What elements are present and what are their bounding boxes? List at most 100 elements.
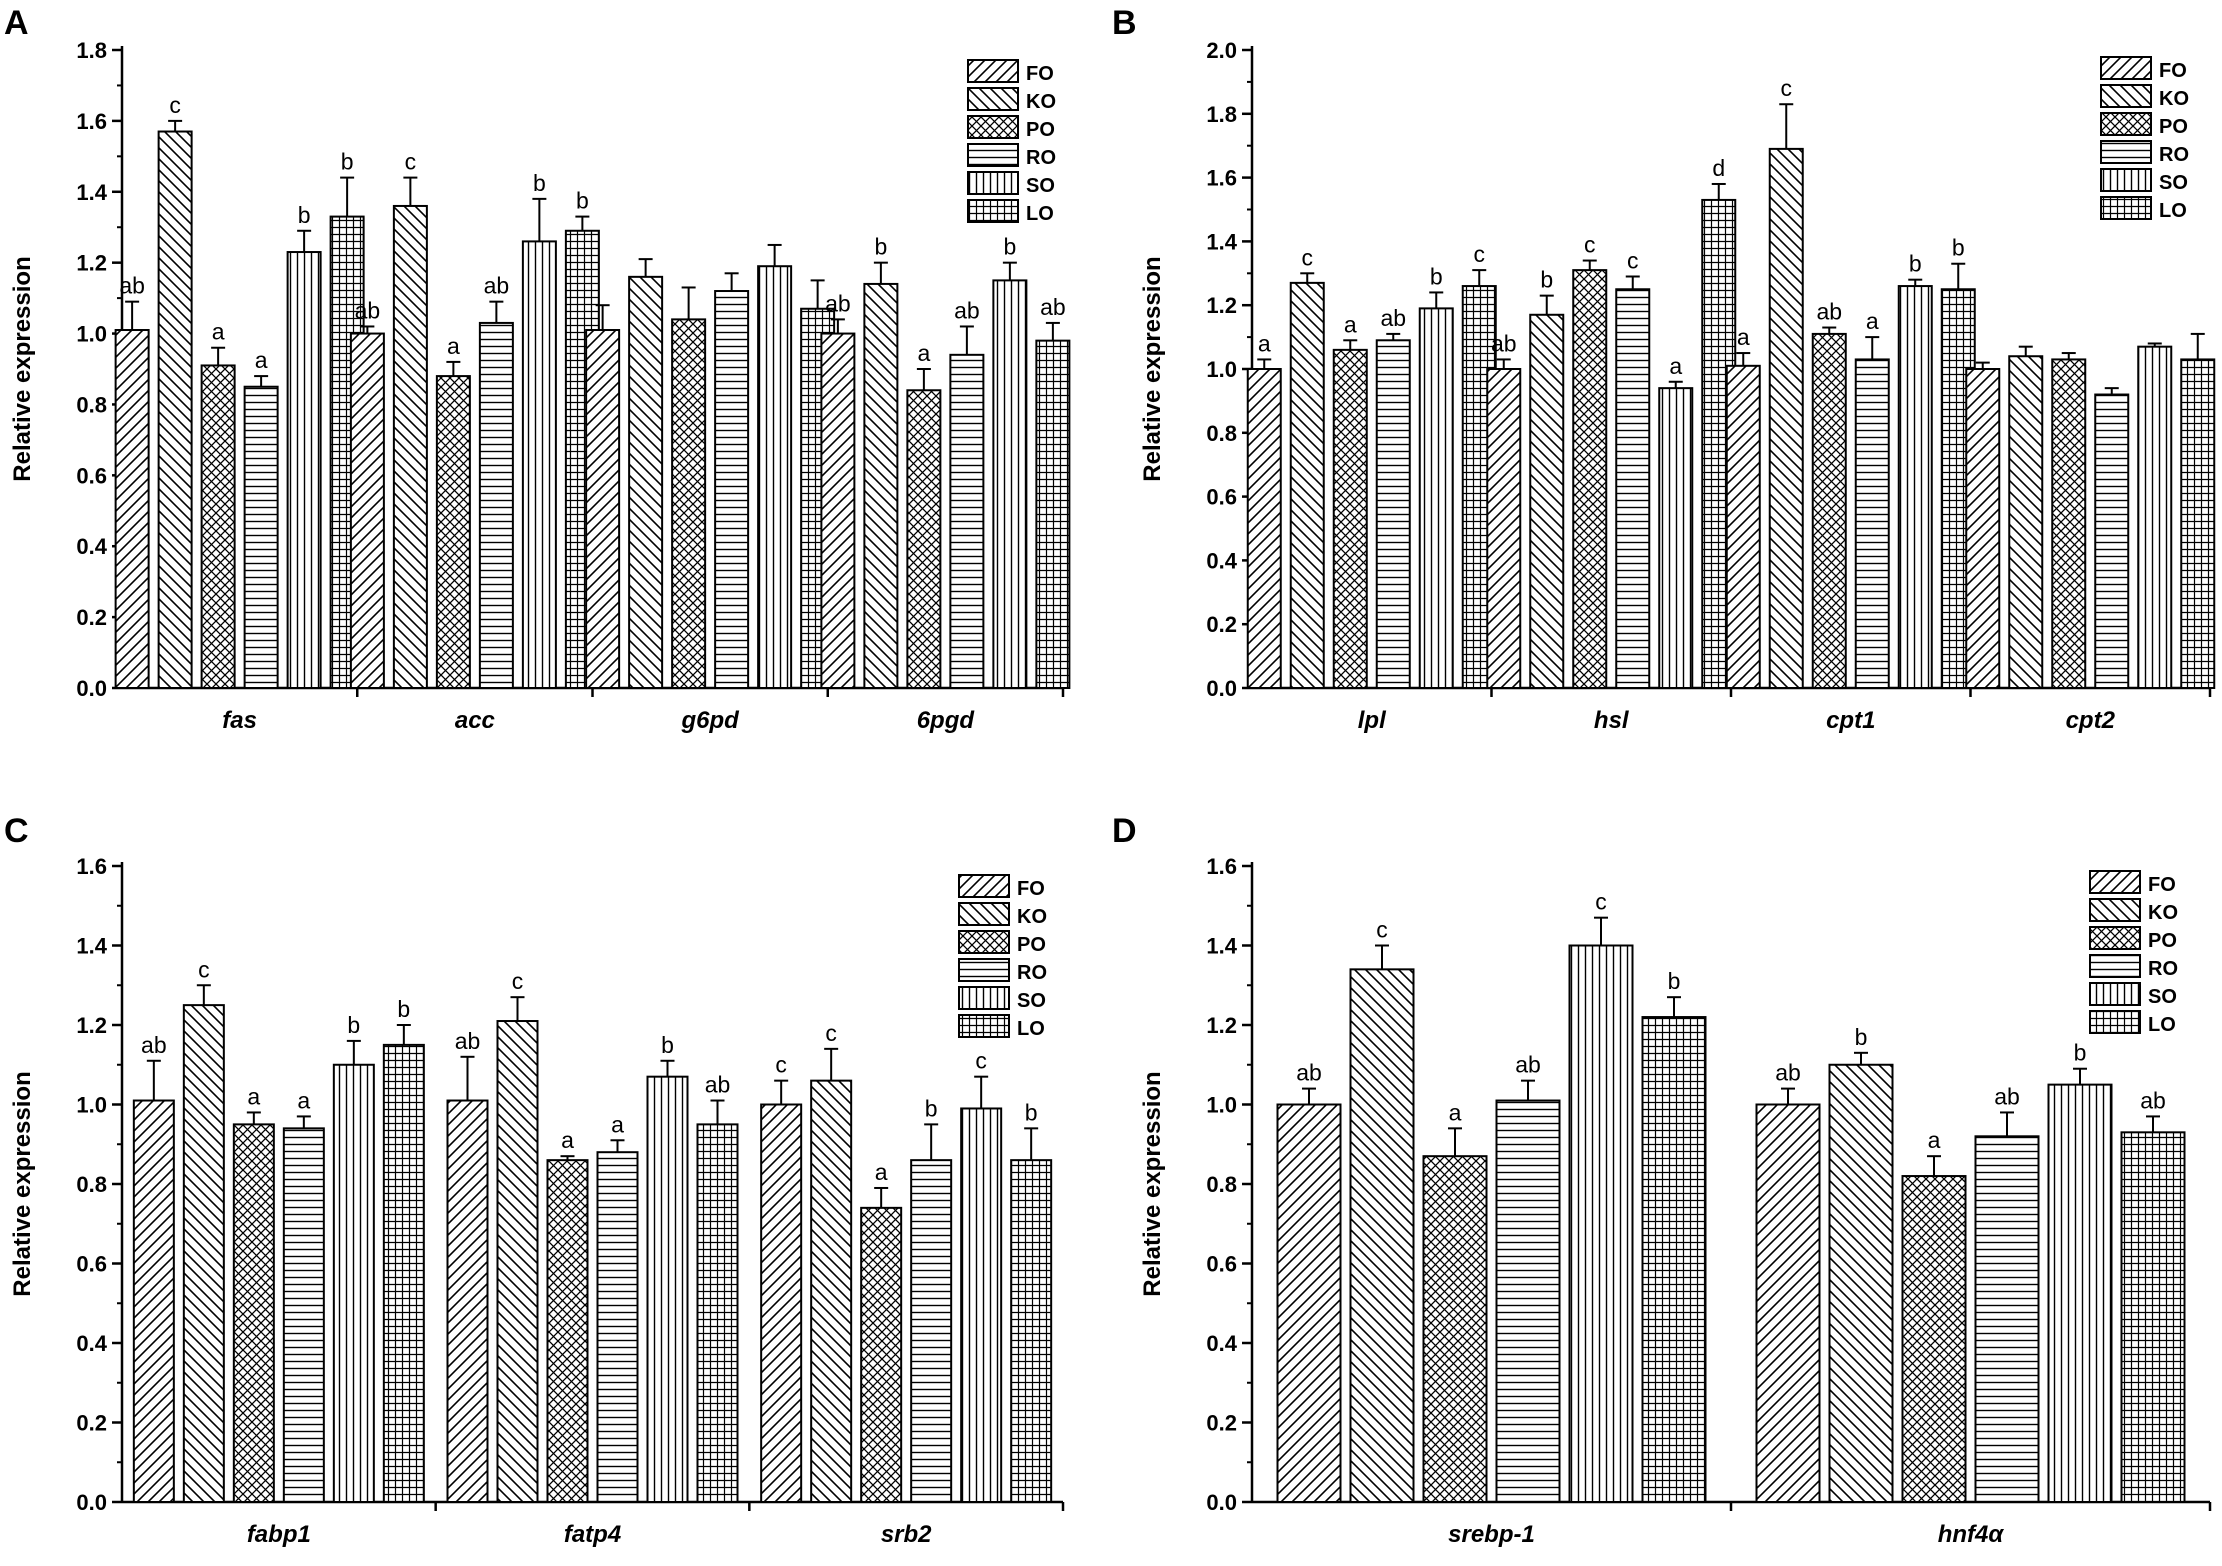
bar-RO [478, 321, 514, 689]
significance-label: b [1025, 1099, 1038, 1125]
legend-swatch-FO [2100, 56, 2152, 80]
significance-label: c [775, 1052, 787, 1078]
y-axis-title: Relative expression [9, 256, 36, 481]
significance-label: ab [1491, 330, 1517, 356]
bar-PO [2051, 358, 2087, 689]
legend-label: PO [2148, 930, 2177, 952]
significance-label: ab [1515, 1052, 1541, 1078]
significance-label: c [512, 968, 524, 994]
bar-KO [1828, 1063, 1894, 1503]
legend-label: SO [1017, 990, 1046, 1012]
legend-swatch-KO [2100, 84, 2152, 108]
y-tick-label: 0.4 [1206, 1331, 1237, 1356]
bar-KO [2008, 355, 2044, 689]
y-tick-label: 0.2 [1206, 1411, 1237, 1436]
significance-label: ab [1994, 1083, 2020, 1109]
x-category-label: lpl [1358, 707, 1387, 734]
bar-RO [2094, 393, 2130, 689]
bar-SO [521, 240, 557, 689]
bar-RO [596, 1151, 639, 1503]
bar-PO [906, 389, 942, 689]
y-tick-label: 0.0 [76, 1490, 107, 1515]
legend-label: PO [1017, 934, 1046, 956]
bar-SO [332, 1063, 375, 1503]
significance-label: c [1584, 232, 1596, 258]
bar-SO [2137, 345, 2173, 689]
legend: FO KO PO RO SO LO [967, 59, 1056, 225]
y-tick-label: 0.2 [76, 605, 107, 630]
panel-C: C 0.0 0.2 0.4 0.6 0.8 1.0 1.2 1.4 1.6 Relative exp… [4, 812, 1065, 1548]
legend-label: KO [1017, 906, 1047, 928]
legend-swatch-RO [2089, 954, 2141, 978]
legend-swatch-SO [2100, 168, 2152, 192]
y-tick-label: 0.6 [1206, 1252, 1237, 1277]
significance-label: a [611, 1111, 624, 1137]
bar-SO [992, 279, 1028, 689]
legend-swatch-SO [958, 986, 1010, 1010]
significance-label: c [1595, 889, 1607, 915]
significance-label: b [874, 234, 887, 260]
bar-KO [392, 204, 428, 689]
bar-FO [1755, 1103, 1821, 1503]
legend-label: FO [2159, 60, 2187, 82]
significance-label: a [1449, 1099, 1462, 1125]
legend-label: LO [2148, 1014, 2176, 1036]
significance-label: ab [705, 1072, 731, 1098]
significance-label: c [975, 1048, 987, 1074]
y-tick-label: 1.0 [1206, 1093, 1237, 1118]
legend-label: LO [2159, 200, 2187, 222]
y-tick-label: 1.2 [1206, 1013, 1237, 1038]
significance-label: ab [455, 1028, 481, 1054]
y-axis-title: Relative expression [1139, 256, 1166, 481]
significance-label: c [825, 1020, 837, 1046]
y-tick-label: 1.4 [76, 180, 107, 205]
legend-swatch-LO [967, 199, 1019, 223]
significance-label: ab [1296, 1060, 1322, 1086]
legend-swatch-PO [967, 115, 1019, 139]
y-tick-label: 1.0 [76, 1093, 107, 1118]
significance-label: c [405, 149, 417, 175]
legend-swatch-FO [958, 874, 1010, 898]
panel-label: C [4, 812, 29, 850]
y-tick-label: 1.0 [1206, 357, 1237, 382]
legend-label: KO [1026, 91, 1056, 113]
significance-label: a [247, 1083, 260, 1109]
significance-label: b [533, 170, 546, 196]
x-category-label: hsl [1594, 707, 1630, 734]
bar-RO [910, 1159, 953, 1504]
y-tick-label: 0.8 [1206, 421, 1237, 446]
x-category-label: cpt2 [2066, 707, 2116, 734]
panel-D: D 0.0 0.2 0.4 0.6 0.8 1.0 1.2 1.4 1.6 Relative exp… [1112, 812, 2212, 1548]
significance-label: b [1668, 968, 1681, 994]
bar-FO [114, 329, 150, 689]
significance-label: c [1627, 247, 1639, 273]
significance-label: a [1669, 353, 1682, 379]
bar-SO [757, 265, 793, 689]
legend-label: RO [1026, 147, 1056, 169]
legend-label: RO [1017, 962, 1047, 984]
y-tick-label: 0.0 [1206, 1490, 1237, 1515]
legend-swatch-LO [958, 1014, 1010, 1038]
legend: FO KO PO RO SO LO [2089, 870, 2178, 1036]
significance-label: b [298, 202, 311, 228]
significance-label: ab [1380, 305, 1406, 331]
legend: FO KO PO RO SO LO [958, 874, 1047, 1040]
significance-label: b [2074, 1040, 2087, 1066]
bar-SO [1658, 387, 1694, 689]
y-tick-label: 0.8 [76, 392, 107, 417]
significance-label: ab [119, 273, 145, 299]
y-tick-label: 1.2 [76, 251, 107, 276]
bar-RO [1974, 1135, 2040, 1504]
y-tick-label: 0.6 [1206, 485, 1237, 510]
x-category-label: fatp4 [564, 1521, 621, 1548]
significance-label: a [297, 1087, 310, 1113]
legend-label: KO [2148, 902, 2178, 924]
x-category-label: g6pd [680, 707, 740, 734]
y-tick-label: 0.0 [76, 676, 107, 701]
significance-label: c [169, 92, 181, 118]
significance-label: b [341, 149, 354, 175]
y-tick-label: 0.6 [76, 1252, 107, 1277]
x-category-label: hnf4α [1938, 1521, 2005, 1548]
bar-FO [446, 1099, 489, 1504]
bar-KO [1529, 313, 1565, 689]
